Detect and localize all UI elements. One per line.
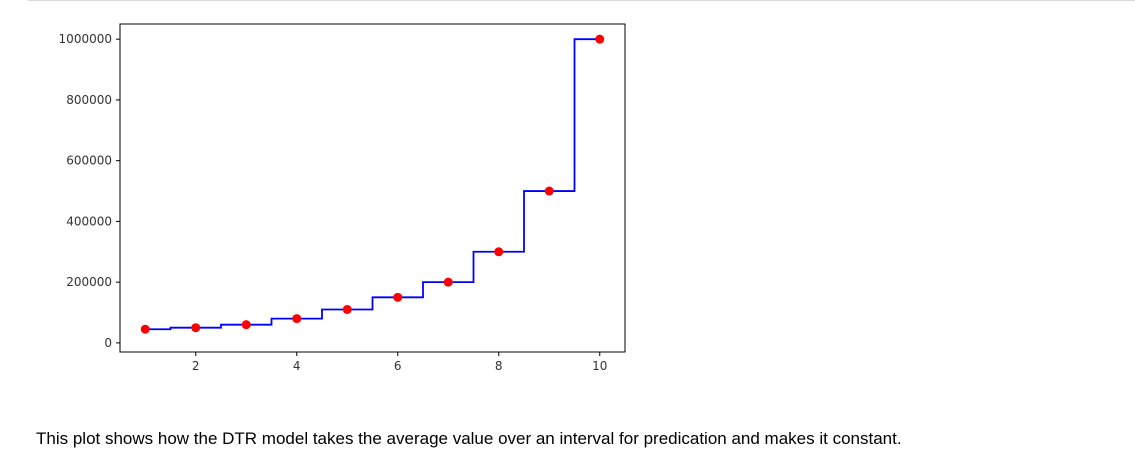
data-point xyxy=(292,314,302,324)
x-tick-label: 10 xyxy=(592,359,607,373)
y-tick-labels: 0 200000 400000 600000 800000 1000000 xyxy=(59,32,112,350)
x-tick-label: 8 xyxy=(495,359,503,373)
data-point xyxy=(241,320,251,330)
x-tick-label: 6 xyxy=(394,359,402,373)
prediction-step-line xyxy=(145,38,600,331)
x-tick-label: 4 xyxy=(293,359,301,373)
chart: 0 200000 400000 600000 800000 1000000 2 4 6 8 10 xyxy=(0,0,660,400)
data-point xyxy=(191,323,201,333)
data-point xyxy=(342,304,352,314)
data-point xyxy=(443,277,453,287)
axis-ticks xyxy=(116,38,601,356)
step-chart: 0 200000 400000 600000 800000 1000000 2 4 6 8 10 xyxy=(59,23,626,373)
y-tick-label: 400000 xyxy=(66,214,112,228)
y-tick-label: 200000 xyxy=(66,275,112,289)
y-tick-label: 800000 xyxy=(66,93,112,107)
plot-caption: This plot shows how the DTR model takes … xyxy=(36,429,902,448)
data-point xyxy=(494,247,504,257)
y-tick-label: 0 xyxy=(104,336,112,350)
x-tick-labels: 2 4 6 8 10 xyxy=(192,359,607,373)
data-point xyxy=(595,34,605,44)
data-point xyxy=(393,292,403,302)
y-tick-label: 600000 xyxy=(66,154,112,168)
x-tick-label: 2 xyxy=(192,359,200,373)
plot-area-frame xyxy=(119,23,626,353)
data-point xyxy=(140,324,150,334)
y-tick-label: 1000000 xyxy=(59,32,112,46)
data-point xyxy=(544,186,554,196)
plot-series xyxy=(140,34,605,334)
top-divider xyxy=(28,0,1135,1)
